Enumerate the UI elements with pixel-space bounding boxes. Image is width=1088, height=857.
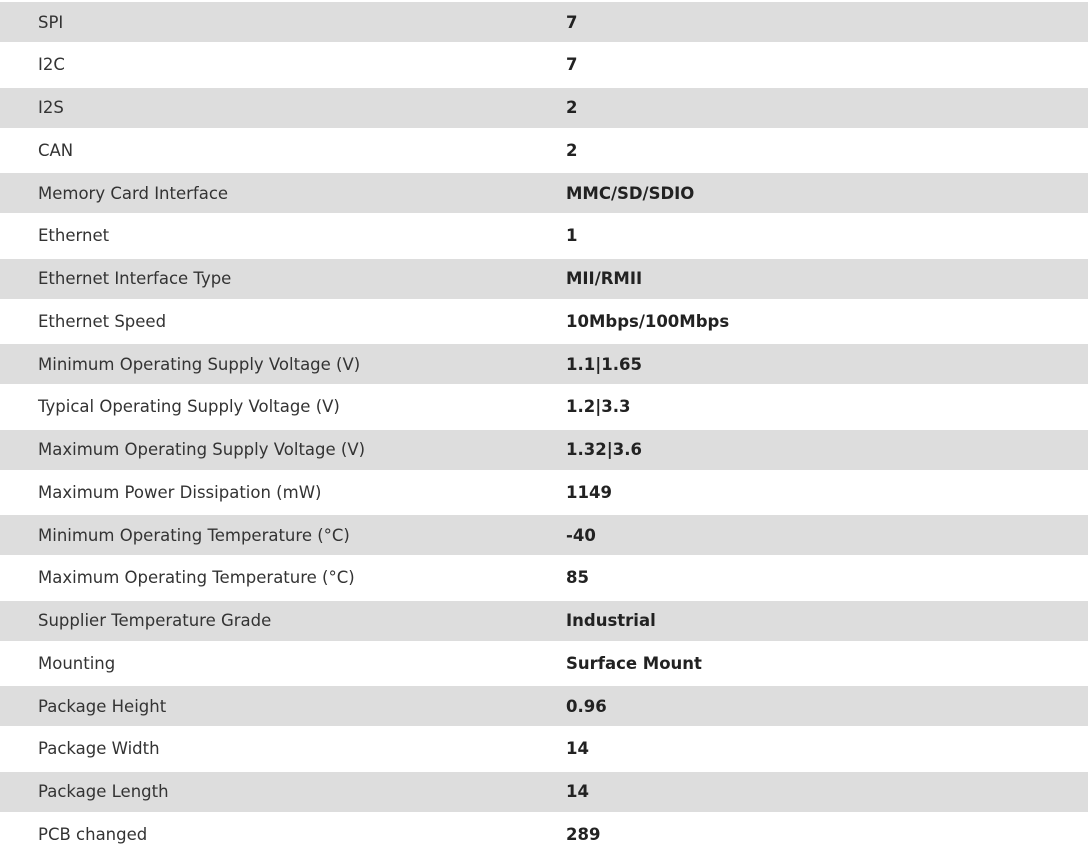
- spec-value: Industrial: [566, 611, 656, 630]
- spec-value: 10Mbps/100Mbps: [566, 312, 729, 331]
- spec-label: CAN: [0, 141, 566, 160]
- spec-label: SPI: [0, 13, 566, 32]
- spec-label: Maximum Operating Supply Voltage (V): [0, 440, 566, 459]
- spec-value: 1.1|1.65: [566, 355, 642, 374]
- spec-value: MII/RMII: [566, 269, 642, 288]
- spec-value: 1149: [566, 483, 612, 502]
- spec-label: Ethernet Speed: [0, 312, 566, 331]
- spec-label: Ethernet Interface Type: [0, 269, 566, 288]
- spec-label: Package Width: [0, 739, 566, 758]
- spec-label: Package Length: [0, 782, 566, 801]
- spec-label: Maximum Operating Temperature (°C): [0, 568, 566, 587]
- spec-label: Memory Card Interface: [0, 184, 566, 203]
- spec-value: 7: [566, 13, 577, 32]
- spec-value: 1.2|3.3: [566, 397, 631, 416]
- table-row: Minimum Operating Supply Voltage (V)1.1|…: [0, 344, 1088, 384]
- spec-label: Typical Operating Supply Voltage (V): [0, 397, 566, 416]
- spec-label: Package Height: [0, 697, 566, 716]
- table-row: Typical Operating Supply Voltage (V)1.2|…: [0, 384, 1088, 430]
- spec-label: Mounting: [0, 654, 566, 673]
- spec-label: Minimum Operating Supply Voltage (V): [0, 355, 566, 374]
- spec-label: Maximum Power Dissipation (mW): [0, 483, 566, 502]
- spec-label: I2C: [0, 55, 566, 74]
- spec-value: -40: [566, 526, 596, 545]
- spec-value: Surface Mount: [566, 654, 702, 673]
- table-row: Maximum Operating Supply Voltage (V)1.32…: [0, 430, 1088, 470]
- spec-label: Minimum Operating Temperature (°C): [0, 526, 566, 545]
- spec-value: 14: [566, 739, 589, 758]
- table-row: Maximum Operating Temperature (°C)85: [0, 555, 1088, 601]
- spec-value: 85: [566, 568, 589, 587]
- table-row: Maximum Power Dissipation (mW)1149: [0, 470, 1088, 516]
- spec-value: MMC/SD/SDIO: [566, 184, 694, 203]
- spec-value: 7: [566, 55, 577, 74]
- spec-label: PCB changed: [0, 825, 566, 844]
- spec-label: I2S: [0, 98, 566, 117]
- spec-value: 1.32|3.6: [566, 440, 642, 459]
- table-row: Minimum Operating Temperature (°C)-40: [0, 515, 1088, 555]
- spec-value: 289: [566, 825, 600, 844]
- spec-value: 2: [566, 141, 577, 160]
- spec-value: 1: [566, 226, 577, 245]
- spec-value: 14: [566, 782, 589, 801]
- spec-value: 2: [566, 98, 577, 117]
- spec-label: Ethernet: [0, 226, 566, 245]
- spec-label: Supplier Temperature Grade: [0, 611, 566, 630]
- spec-value: 0.96: [566, 697, 607, 716]
